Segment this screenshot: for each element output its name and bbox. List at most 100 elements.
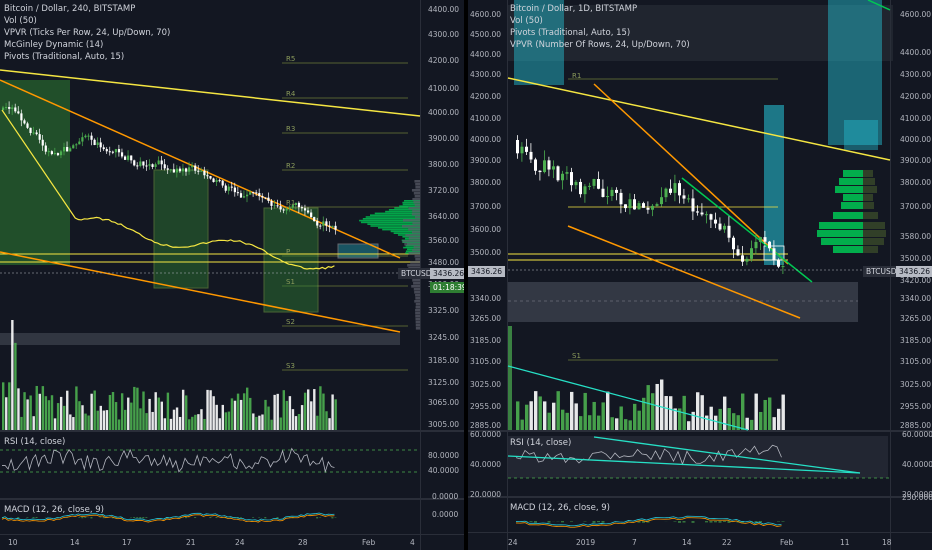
candle-body xyxy=(38,134,41,140)
volume-bar xyxy=(772,417,776,430)
volume-bar xyxy=(543,401,547,430)
vpvr-green-bar xyxy=(841,202,863,209)
vpvr-bar-grey xyxy=(408,207,420,210)
chart-4h-canvas[interactable] xyxy=(0,0,464,550)
candle-body xyxy=(169,169,172,171)
volume-bar xyxy=(102,410,106,430)
price-axis-label: 3065.00 xyxy=(428,398,460,407)
vpvr-dark-bar xyxy=(863,194,873,201)
price-axis-label: 4200.00 xyxy=(428,56,460,65)
candle-body xyxy=(185,168,188,172)
vpvr-bar-grey xyxy=(402,240,420,243)
legend-pivots[interactable]: Pivots (Traditional, Auto, 15) xyxy=(510,28,631,38)
candle-body xyxy=(294,202,297,205)
vpvr-bar-grey xyxy=(414,291,420,294)
inner-axis-border xyxy=(507,0,508,550)
legend-volume[interactable]: Vol (50) xyxy=(510,16,543,26)
vpvr-bar xyxy=(377,227,420,229)
volume-bar xyxy=(50,395,54,430)
vpvr-dark-bar xyxy=(863,212,878,219)
vpvr-bar-grey xyxy=(415,312,420,315)
candle-body xyxy=(750,248,753,259)
price-axis-label: 3560.00 xyxy=(428,236,460,245)
green-trendline xyxy=(681,177,813,283)
volume-bar xyxy=(619,406,623,430)
vpvr-green-bar xyxy=(833,212,863,219)
price-axis-label: 3800.00 xyxy=(900,178,932,187)
legend-symbol[interactable]: Bitcoin / Dollar, 240, BITSTAMP xyxy=(4,4,136,14)
volume-bar xyxy=(221,404,224,430)
volume-bar xyxy=(664,396,668,430)
macd-label[interactable]: MACD (12, 26, close, 9) xyxy=(510,503,610,513)
candle-body xyxy=(736,249,740,256)
time-axis-label: 24 xyxy=(508,538,518,547)
candle-body xyxy=(745,258,749,262)
candle-body xyxy=(181,168,185,172)
volume-bar xyxy=(23,392,26,430)
price-axis-label: 3500.00 xyxy=(900,254,932,263)
legend-vpvr[interactable]: VPVR (Ticks Per Row, 24, Up/Down, 70) xyxy=(4,28,171,38)
macd-histogram-bar xyxy=(264,517,267,519)
volume-bar xyxy=(768,397,772,430)
vpvr-bar xyxy=(365,216,420,218)
time-axis-label: 28 xyxy=(298,538,308,547)
vpvr-bar xyxy=(399,205,420,207)
candle-body xyxy=(565,172,569,174)
candle-body xyxy=(63,146,66,152)
volume-bar xyxy=(673,408,677,430)
macd-histogram-bar xyxy=(334,517,337,518)
vpvr-green-bar xyxy=(835,186,863,193)
volume-bar xyxy=(328,418,331,430)
pane-divider[interactable] xyxy=(464,0,468,550)
symbol-tag: BTCUSD xyxy=(398,268,435,279)
candle-body xyxy=(561,173,564,181)
candle-body xyxy=(227,186,230,191)
legend-symbol[interactable]: Bitcoin / Dollar, 1D, BITSTAMP xyxy=(510,4,638,14)
candle-body xyxy=(133,160,136,166)
candle-body xyxy=(111,151,114,153)
macd-label[interactable]: MACD (12, 26, close, 9) xyxy=(4,505,104,515)
channel-lower xyxy=(0,251,401,333)
upper-trendline xyxy=(507,77,891,161)
time-axis-label: 2019 xyxy=(576,538,596,547)
candle-body xyxy=(547,160,551,170)
time-axis-label: Feb xyxy=(780,538,794,547)
volume-bar xyxy=(723,396,727,430)
volume-bar xyxy=(718,408,722,430)
vpvr-bar xyxy=(367,223,420,225)
candle-body xyxy=(17,111,20,114)
volume-bar xyxy=(264,399,267,430)
price-axis-label: 3185.00 xyxy=(900,336,932,345)
volume-trendline xyxy=(507,365,749,431)
legend-mcginley[interactable]: McGinley Dynamic (14) xyxy=(4,40,104,50)
price-axis-label: 2955.00 xyxy=(900,402,932,411)
rsi-label[interactable]: RSI (14, close) xyxy=(4,437,66,447)
volume-bar xyxy=(282,390,285,430)
candle-body xyxy=(691,198,695,212)
legend-pivots[interactable]: Pivots (Traditional, Auto, 15) xyxy=(4,52,125,62)
candle-body xyxy=(114,149,118,153)
chart-pane-1d[interactable]: Bitcoin / Dollar, 1D, BITSTAMP Vol (50) … xyxy=(468,0,932,550)
candle-body xyxy=(781,266,785,268)
chart-pane-4h[interactable]: Bitcoin / Dollar, 240, BITSTAMP Vol (50)… xyxy=(0,0,464,550)
volume-bar xyxy=(5,397,8,430)
volume-bar xyxy=(696,392,700,430)
candle-body xyxy=(255,192,258,194)
legend-volume[interactable]: Vol (50) xyxy=(4,16,37,26)
macd-separator xyxy=(0,498,464,500)
candle-body xyxy=(53,153,57,155)
candle-body xyxy=(206,175,209,177)
volume-bar xyxy=(120,393,124,430)
rsi-label[interactable]: RSI (14, close) xyxy=(510,438,572,448)
candle-body xyxy=(197,170,200,172)
price-axis-label: 4400.00 xyxy=(428,5,460,14)
macd-histogram-bar xyxy=(17,517,20,519)
volume-bar xyxy=(181,389,185,430)
volume-bar xyxy=(637,410,641,430)
time-axis-border xyxy=(0,534,464,535)
candle-body xyxy=(516,140,519,154)
vpvr-bar-grey xyxy=(401,225,420,228)
volume-bar xyxy=(242,393,246,430)
candle-body xyxy=(276,205,279,207)
legend-vpvr[interactable]: VPVR (Number Of Rows, 24, Up/Down, 70) xyxy=(510,40,690,50)
